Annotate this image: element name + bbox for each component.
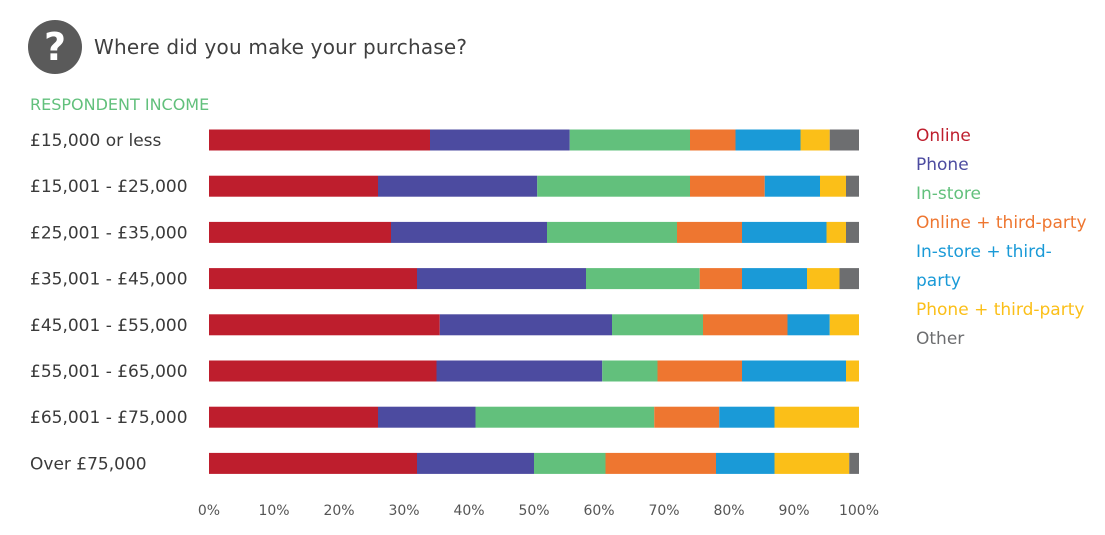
legend-item-online: Online bbox=[916, 126, 971, 146]
legend-item-phone: Phone bbox=[916, 155, 969, 175]
bar-segment-phone-third-party bbox=[846, 360, 859, 382]
bar-segment-phone bbox=[417, 452, 534, 474]
bar-segment-online bbox=[209, 129, 430, 151]
bar-segment-online-third-party bbox=[605, 452, 716, 474]
bar-segment-online bbox=[209, 452, 417, 474]
x-tick-label: 40% bbox=[453, 503, 484, 519]
bar-segment-in-store bbox=[534, 452, 606, 474]
bar-segment-in-store-third-party bbox=[742, 221, 827, 243]
bar-segment-online-third-party bbox=[699, 268, 742, 290]
bar-segment-in-store-third-party bbox=[764, 175, 820, 197]
bar-segment-other bbox=[829, 129, 859, 151]
bar-segment-in-store-third-party bbox=[719, 406, 775, 428]
bar-segment-in-store bbox=[612, 314, 703, 336]
category-label: £15,000 or less bbox=[30, 131, 162, 151]
bar-segment-phone bbox=[430, 129, 570, 151]
x-tick-label: 70% bbox=[648, 503, 679, 519]
bar-segment-online bbox=[209, 221, 391, 243]
bar-segment-phone-third-party bbox=[820, 175, 846, 197]
category-label: £45,001 - £55,000 bbox=[30, 316, 188, 336]
bar-segment-in-store bbox=[547, 221, 677, 243]
category-label: £15,001 - £25,000 bbox=[30, 177, 188, 197]
bar-segment-online bbox=[209, 268, 417, 290]
bar-segment-other bbox=[846, 221, 859, 243]
bar-segment-phone bbox=[436, 360, 603, 382]
bar-segment-in-store-third-party bbox=[735, 129, 801, 151]
bar-segment-phone-third-party bbox=[800, 129, 830, 151]
bar-segment-phone bbox=[439, 314, 612, 336]
category-label: £65,001 - £75,000 bbox=[30, 408, 188, 428]
question-mark-icon: ? bbox=[28, 20, 82, 74]
category-label: £35,001 - £45,000 bbox=[30, 270, 188, 290]
bar-segment-online-third-party bbox=[690, 129, 736, 151]
bar-segment-in-store bbox=[602, 360, 658, 382]
bar-segment-in-store-third-party bbox=[716, 452, 775, 474]
bar-segment-online-third-party bbox=[654, 406, 720, 428]
bar-segment-online bbox=[209, 175, 378, 197]
bar-segment-in-store bbox=[537, 175, 690, 197]
x-tick-label: 50% bbox=[518, 503, 549, 519]
bar-segment-in-store bbox=[586, 268, 700, 290]
x-tick-label: 0% bbox=[198, 503, 220, 519]
bar-segment-phone-third-party bbox=[774, 452, 850, 474]
bar-segment-online bbox=[209, 406, 378, 428]
x-tick-label: 100% bbox=[839, 503, 879, 519]
category-label: Over £75,000 bbox=[30, 454, 147, 474]
legend-item-phone-third-party: Phone + third-party bbox=[916, 300, 1085, 320]
chart-subtitle: RESPONDENT INCOME bbox=[30, 95, 210, 114]
x-tick-label: 60% bbox=[583, 503, 614, 519]
bar-segment-phone bbox=[378, 175, 538, 197]
legend-item-other: Other bbox=[916, 329, 965, 349]
x-tick-label: 10% bbox=[258, 503, 289, 519]
bar-segment-phone-third-party bbox=[807, 268, 840, 290]
bar-segment-phone bbox=[417, 268, 586, 290]
legend-item-in-store-third-party-line1: In-store + third- bbox=[916, 242, 1052, 262]
chart-title: Where did you make your purchase? bbox=[94, 35, 468, 59]
x-tick-label: 80% bbox=[713, 503, 744, 519]
category-label: £55,001 - £65,000 bbox=[30, 362, 188, 382]
bar-segment-in-store-third-party bbox=[787, 314, 830, 336]
bar-segment-in-store bbox=[475, 406, 655, 428]
chart-header: ? Where did you make your purchase? bbox=[28, 20, 467, 74]
bar-segment-online-third-party bbox=[677, 221, 742, 243]
legend-item-online-third-party: Online + third-party bbox=[916, 213, 1087, 233]
legend-item-in-store: In-store bbox=[916, 184, 981, 204]
bar-segment-phone bbox=[378, 406, 476, 428]
bar-segment-other bbox=[846, 175, 859, 197]
bar-segment-in-store-third-party bbox=[742, 360, 846, 382]
bar-segment-online bbox=[209, 314, 440, 336]
bar-segment-online bbox=[209, 360, 437, 382]
bar-segment-phone bbox=[391, 221, 547, 243]
bar-segment-phone-third-party bbox=[774, 406, 859, 428]
x-tick-label: 30% bbox=[388, 503, 419, 519]
bar-segment-online-third-party bbox=[690, 175, 765, 197]
bar-segment-other bbox=[849, 452, 859, 474]
category-label: £25,001 - £35,000 bbox=[30, 223, 188, 243]
legend-item-in-store-third-party-line2: party bbox=[916, 271, 961, 291]
bar-segment-in-store-third-party bbox=[742, 268, 807, 290]
x-tick-label: 90% bbox=[778, 503, 809, 519]
x-tick-label: 20% bbox=[323, 503, 354, 519]
bar-segment-online-third-party bbox=[703, 314, 788, 336]
bar-segment-online-third-party bbox=[657, 360, 742, 382]
legend: Online Phone In-store Online + third-par… bbox=[916, 122, 1096, 354]
bar-segment-phone-third-party bbox=[829, 314, 859, 336]
bar-segment-other bbox=[839, 268, 859, 290]
bar-segment-in-store bbox=[569, 129, 690, 151]
bar-segment-phone-third-party bbox=[826, 221, 846, 243]
